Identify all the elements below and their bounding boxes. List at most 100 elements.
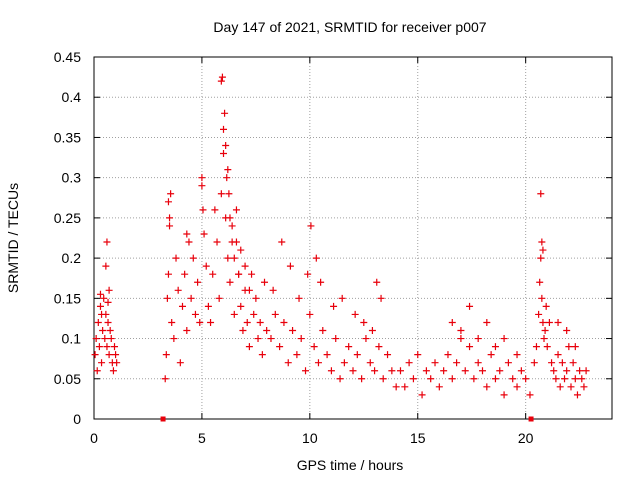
data-point bbox=[537, 254, 545, 262]
data-point bbox=[297, 335, 305, 343]
data-point bbox=[509, 375, 517, 383]
data-point bbox=[384, 351, 392, 359]
data-point bbox=[204, 302, 212, 310]
data-point bbox=[573, 391, 581, 399]
data-point bbox=[232, 206, 240, 214]
data-point bbox=[218, 73, 226, 81]
data-point bbox=[256, 318, 264, 326]
data-point bbox=[483, 318, 491, 326]
data-point bbox=[561, 375, 569, 383]
data-point bbox=[558, 359, 566, 367]
data-point bbox=[295, 294, 303, 302]
data-point bbox=[314, 359, 322, 367]
data-point bbox=[286, 262, 294, 270]
data-point bbox=[189, 254, 197, 262]
data-point bbox=[513, 383, 521, 391]
data-point bbox=[241, 262, 249, 270]
y-tick-label: 0.1 bbox=[62, 331, 82, 347]
x-tick-label: 15 bbox=[410, 430, 426, 446]
data-point bbox=[207, 318, 215, 326]
data-point bbox=[310, 343, 318, 351]
data-point bbox=[226, 278, 234, 286]
data-point bbox=[213, 238, 221, 246]
data-point bbox=[340, 359, 348, 367]
data-point bbox=[271, 310, 279, 318]
data-point bbox=[461, 367, 469, 375]
data-point bbox=[448, 375, 456, 383]
data-point bbox=[99, 327, 107, 335]
y-tick-label: 0.25 bbox=[54, 210, 81, 226]
data-point bbox=[317, 278, 325, 286]
data-point bbox=[392, 383, 400, 391]
data-point bbox=[164, 270, 172, 278]
data-point bbox=[191, 310, 199, 318]
data-point bbox=[491, 375, 499, 383]
data-point bbox=[563, 327, 571, 335]
data-point bbox=[327, 367, 335, 375]
data-point bbox=[567, 383, 575, 391]
data-point bbox=[230, 310, 238, 318]
data-point bbox=[542, 302, 550, 310]
data-point bbox=[221, 109, 229, 117]
data-point bbox=[330, 302, 338, 310]
data-point bbox=[172, 254, 180, 262]
data-point bbox=[536, 278, 544, 286]
data-point bbox=[194, 278, 202, 286]
data-point bbox=[571, 375, 579, 383]
data-point bbox=[105, 351, 113, 359]
data-point bbox=[284, 359, 292, 367]
data-point bbox=[457, 335, 465, 343]
data-point bbox=[349, 367, 357, 375]
data-point bbox=[414, 351, 422, 359]
data-point bbox=[217, 77, 225, 85]
data-point bbox=[466, 343, 474, 351]
data-point bbox=[217, 190, 225, 198]
data-point bbox=[345, 343, 353, 351]
data-point bbox=[269, 286, 277, 294]
data-point bbox=[539, 318, 547, 326]
data-point bbox=[113, 359, 121, 367]
data-point bbox=[338, 294, 346, 302]
data-point bbox=[103, 343, 111, 351]
data-point bbox=[539, 246, 547, 254]
data-point bbox=[230, 254, 238, 262]
data-point bbox=[226, 214, 234, 222]
x-axis-ticks: 0 5 10 15 20 bbox=[90, 57, 534, 446]
data-point bbox=[538, 238, 546, 246]
data-point bbox=[181, 270, 189, 278]
data-point bbox=[487, 351, 495, 359]
gap-marker bbox=[528, 416, 534, 422]
data-point bbox=[105, 286, 113, 294]
data-point bbox=[164, 198, 172, 206]
data-point bbox=[491, 343, 499, 351]
data-point bbox=[96, 302, 104, 310]
data-point bbox=[569, 359, 577, 367]
data-point bbox=[563, 367, 571, 375]
data-point bbox=[530, 359, 538, 367]
data-point bbox=[91, 351, 99, 359]
data-point bbox=[220, 150, 227, 158]
data-point bbox=[422, 367, 430, 375]
data-point bbox=[183, 230, 191, 238]
data-point bbox=[582, 367, 590, 375]
data-point bbox=[243, 318, 251, 326]
data-point bbox=[323, 351, 331, 359]
data-point bbox=[336, 375, 344, 383]
data-point bbox=[96, 290, 104, 298]
data-point bbox=[540, 335, 548, 343]
data-point bbox=[245, 286, 253, 294]
data-point bbox=[196, 318, 204, 326]
data-point bbox=[368, 327, 376, 335]
x-tick-label: 20 bbox=[518, 430, 534, 446]
data-point bbox=[202, 262, 210, 270]
data-point bbox=[353, 351, 361, 359]
data-point bbox=[371, 367, 379, 375]
data-point bbox=[261, 278, 269, 286]
data-point bbox=[474, 335, 482, 343]
data-point bbox=[358, 375, 366, 383]
data-point bbox=[224, 166, 232, 174]
data-point bbox=[360, 318, 368, 326]
data-point bbox=[276, 343, 284, 351]
gap-marker bbox=[160, 416, 166, 422]
